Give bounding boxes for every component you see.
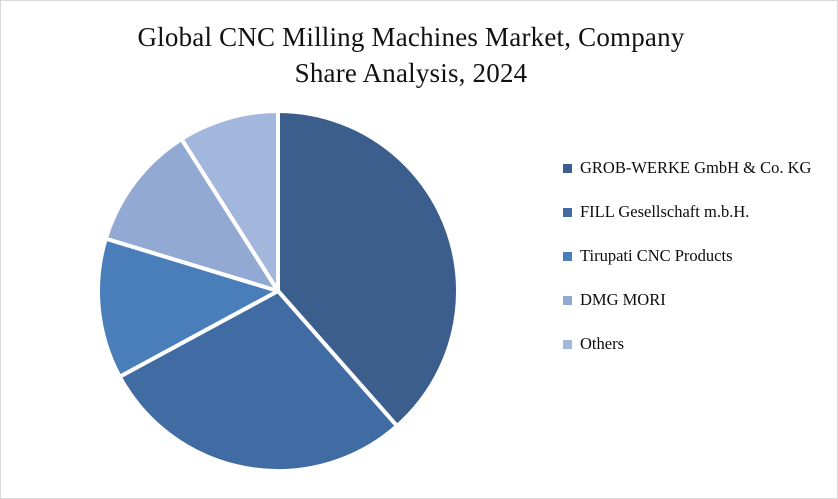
page-title: Global CNC Milling Machines Market, Comp… (61, 19, 761, 91)
chart-title-line-2: Share Analysis, 2024 (294, 58, 528, 88)
pie-slice[interactable] (103, 137, 280, 293)
pie-slice[interactable] (276, 109, 460, 429)
legend-item-label: GROB-WERKE GmbH & Co. KG (580, 158, 812, 177)
legend-item-label: Others (580, 334, 624, 353)
pie-slice[interactable] (96, 236, 280, 379)
legend-square-marker-icon (563, 208, 572, 217)
legend-item[interactable]: Tirupati CNC Products (563, 245, 825, 267)
legend-square-marker-icon (563, 340, 572, 349)
legend-square-marker-icon (563, 296, 572, 305)
legend-item-label: DMG MORI (580, 290, 666, 309)
legend-item-label: FILL Gesellschaft m.b.H. (580, 202, 750, 221)
chart-title-line-1: Global CNC Milling Machines Market, Comp… (137, 22, 685, 52)
legend-item[interactable]: FILL Gesellschaft m.b.H. (563, 201, 825, 223)
legend-item[interactable]: DMG MORI (563, 289, 825, 311)
pie-chart-plot-area (1, 1, 541, 498)
legend-item-label: Tirupati CNC Products (580, 246, 733, 265)
chart-legend: GROB-WERKE GmbH & Co. KG FILL Gesellschaf… (563, 157, 825, 377)
pie-slice[interactable] (117, 289, 400, 473)
pie-chart-svg (96, 109, 460, 473)
legend-item[interactable]: GROB-WERKE GmbH & Co. KG (563, 157, 825, 179)
legend-square-marker-icon (563, 252, 572, 261)
legend-item[interactable]: Others (563, 333, 825, 355)
legend-square-marker-icon (563, 164, 572, 173)
pie-slice[interactable] (179, 109, 280, 293)
